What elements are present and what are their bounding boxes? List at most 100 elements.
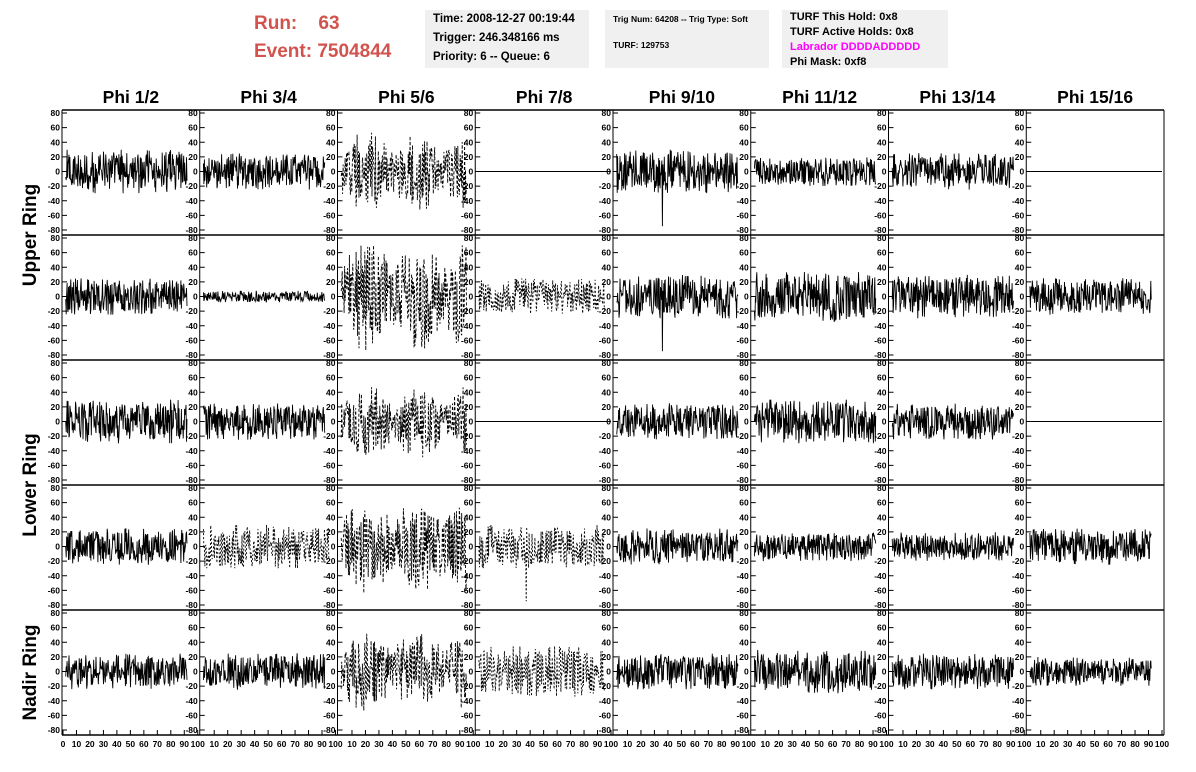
y-tick-label: 80: [188, 233, 198, 243]
x-tick-label: 20: [361, 739, 371, 749]
y-tick-label: 60: [326, 373, 336, 383]
y-tick-label: -40: [323, 696, 336, 706]
y-tick-label: 40: [1015, 512, 1025, 522]
y-tick-label: 60: [602, 373, 612, 383]
x-tick-label: 100: [1017, 739, 1031, 749]
time-info-box: Time: 2008-12-27 00:19:44 Trigger: 246.3…: [425, 10, 589, 68]
y-tick-label: -60: [874, 710, 887, 720]
y-tick-label: 80: [877, 483, 887, 493]
waveform-line: [891, 532, 1014, 561]
waveform-line: [616, 403, 739, 440]
y-tick-label: -20: [599, 181, 612, 191]
y-tick-label: -80: [874, 725, 887, 735]
y-tick-label: 40: [1015, 137, 1025, 147]
x-tick-label: 30: [374, 739, 384, 749]
y-tick-label: 0: [55, 542, 60, 552]
y-tick-label: -80: [323, 475, 336, 485]
y-tick-label: -20: [736, 306, 749, 316]
y-tick-label: -20: [461, 431, 474, 441]
y-tick-label: 0: [331, 667, 336, 677]
y-tick-label: 20: [877, 152, 887, 162]
y-tick-label: 20: [326, 277, 336, 287]
y-tick-label: -80: [48, 725, 61, 735]
y-tick-label: 20: [602, 277, 612, 287]
y-tick-label: -40: [736, 446, 749, 456]
y-tick-label: 60: [739, 498, 749, 508]
y-tick-label: -20: [736, 681, 749, 691]
x-tick-label: 40: [250, 739, 260, 749]
y-tick-label: -20: [874, 431, 887, 441]
x-tick-label: 90: [1144, 739, 1154, 749]
y-tick-label: -80: [736, 600, 749, 610]
y-tick-label: -40: [736, 696, 749, 706]
x-tick-label: 90: [180, 739, 190, 749]
y-tick-label: -80: [874, 600, 887, 610]
y-tick-label: 80: [877, 233, 887, 243]
turf-text: TURF: 129753: [613, 40, 670, 50]
y-tick-label: 40: [1015, 637, 1025, 647]
y-tick-label: -60: [185, 585, 198, 595]
x-tick-label: 30: [99, 739, 109, 749]
y-tick-label: 40: [464, 137, 474, 147]
y-tick-label: 20: [602, 152, 612, 162]
y-tick-label: 20: [1015, 527, 1025, 537]
y-tick-label: 0: [469, 542, 474, 552]
y-tick-label: 60: [51, 123, 61, 133]
y-tick-label: -40: [323, 571, 336, 581]
x-tick-label: 0: [61, 739, 66, 749]
y-tick-label: 80: [464, 108, 474, 118]
y-tick-label: -60: [48, 335, 61, 345]
y-tick-label: 40: [739, 387, 749, 397]
y-tick-label: -80: [874, 225, 887, 235]
y-tick-label: 40: [464, 387, 474, 397]
x-tick-label: 60: [415, 739, 425, 749]
waveform-line: [202, 653, 326, 690]
y-tick-label: 60: [464, 373, 474, 383]
y-tick-label: -80: [323, 350, 336, 360]
y-tick-label: -80: [1012, 725, 1025, 735]
y-tick-label: 20: [877, 527, 887, 537]
y-tick-label: -60: [185, 210, 198, 220]
x-tick-label: 90: [593, 739, 603, 749]
x-tick-label: 100: [742, 739, 756, 749]
y-tick-label: -80: [1012, 475, 1025, 485]
waveform-line: [65, 653, 188, 690]
y-tick-label: -40: [323, 321, 336, 331]
waveform-line: [340, 633, 467, 711]
y-tick-label: 80: [1015, 483, 1025, 493]
y-tick-label: 0: [55, 417, 60, 427]
x-tick-label: 70: [153, 739, 163, 749]
y-tick-label: -20: [185, 431, 198, 441]
y-tick-label: 80: [739, 358, 749, 368]
x-tick-label: 30: [787, 739, 797, 749]
y-tick-label: 60: [877, 248, 887, 258]
x-tick-label: 80: [579, 739, 589, 749]
y-tick-label: 40: [739, 512, 749, 522]
x-tick-label: 100: [604, 739, 618, 749]
x-tick-label: 40: [112, 739, 122, 749]
y-tick-label: -60: [599, 585, 612, 595]
y-tick-label: -60: [461, 710, 474, 720]
ring-label: Upper Ring: [20, 184, 41, 286]
y-tick-label: -60: [1012, 710, 1025, 720]
y-tick-label: -20: [1012, 431, 1025, 441]
y-tick-label: -20: [874, 306, 887, 316]
y-tick-label: -40: [48, 196, 61, 206]
x-tick-label: 80: [717, 739, 727, 749]
y-tick-label: 20: [1015, 402, 1025, 412]
y-tick-label: -40: [461, 321, 474, 331]
waveform-line: [753, 271, 877, 323]
y-tick-label: 20: [326, 152, 336, 162]
waveform-line: [891, 274, 1014, 319]
y-tick-label: 80: [877, 608, 887, 618]
x-tick-label: 50: [1090, 739, 1100, 749]
y-tick-label: 60: [464, 498, 474, 508]
y-tick-label: -20: [48, 556, 61, 566]
y-tick-label: 0: [331, 292, 336, 302]
y-tick-label: -60: [48, 460, 61, 470]
y-tick-label: -60: [599, 210, 612, 220]
y-tick-label: 0: [55, 292, 60, 302]
y-tick-label: 60: [602, 123, 612, 133]
y-tick-label: -40: [48, 696, 61, 706]
y-tick-label: 0: [606, 167, 611, 177]
